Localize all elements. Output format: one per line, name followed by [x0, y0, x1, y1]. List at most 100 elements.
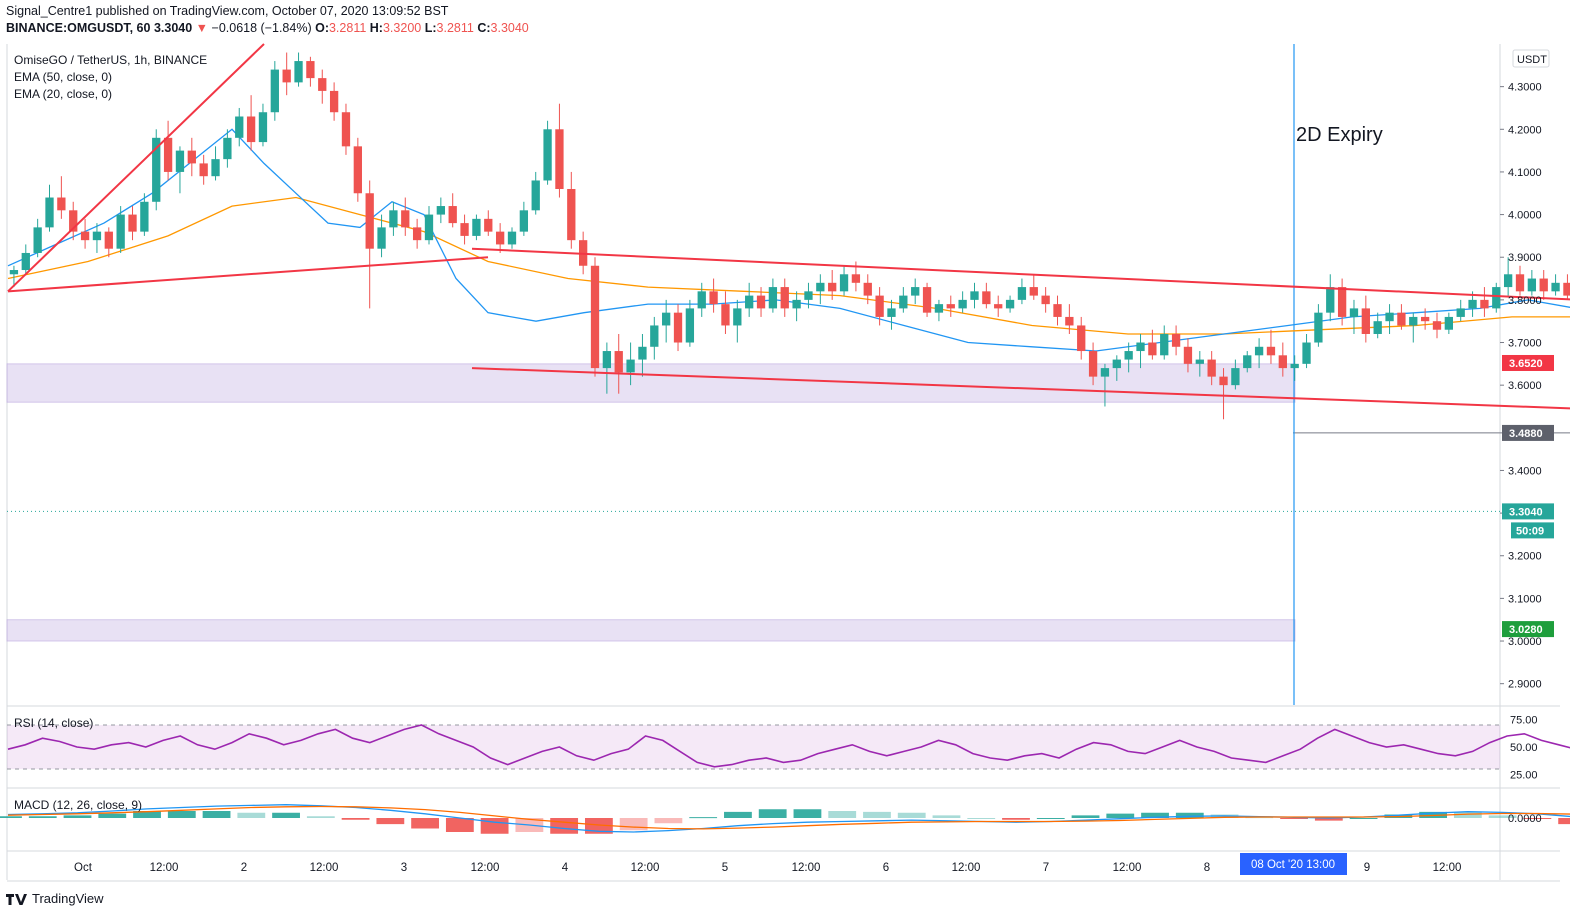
candle-body — [389, 210, 398, 228]
candle — [128, 206, 137, 241]
candle — [1349, 299, 1359, 334]
macd-histogram-bar — [306, 816, 335, 818]
candle — [1278, 342, 1287, 377]
candle-body — [57, 197, 66, 211]
candle-body — [318, 78, 327, 91]
candle — [555, 103, 564, 198]
candle-body — [1266, 346, 1276, 356]
candle-body — [780, 287, 789, 309]
candle-body — [839, 274, 849, 292]
time-tick-label: 12:00 — [471, 862, 500, 874]
macd-histogram-bar — [863, 811, 891, 818]
candle-body — [982, 291, 991, 305]
time-tick-label: 5 — [722, 862, 728, 874]
tradingview-logo-icon — [6, 892, 27, 906]
time-cursor-label: 08 Oct '20 13:00 — [1251, 859, 1335, 871]
support-zone-0 — [6, 363, 1296, 403]
candle — [1551, 274, 1560, 296]
candle — [1171, 325, 1181, 356]
candle-body — [1029, 287, 1038, 296]
candle-body — [626, 359, 635, 373]
candle-body — [543, 129, 552, 181]
candle-body — [1409, 316, 1418, 326]
candle-body — [1361, 308, 1370, 334]
candle — [270, 61, 279, 121]
candle-body — [1231, 368, 1240, 386]
candle-body — [851, 274, 861, 283]
candle — [448, 193, 457, 228]
candle — [424, 206, 434, 245]
candle-body — [1432, 321, 1442, 330]
trendline-2 — [471, 247, 1570, 301]
candle — [638, 333, 647, 377]
candle — [697, 282, 706, 317]
time-tick-label: 12:00 — [150, 862, 179, 874]
candle — [650, 316, 659, 360]
candle-body — [1302, 342, 1311, 364]
macd-histogram-bar — [98, 813, 127, 818]
candle — [246, 95, 256, 151]
trendline-0 — [7, 43, 265, 293]
candle-body — [294, 61, 303, 83]
candle-body — [507, 231, 517, 245]
candle — [1420, 308, 1430, 330]
candle-body — [1385, 312, 1394, 322]
candle-body — [235, 116, 244, 138]
macd-histogram-bar — [689, 817, 718, 819]
candle-body — [958, 299, 967, 309]
candle-body — [152, 137, 161, 202]
candle — [1337, 278, 1347, 326]
candle — [1527, 270, 1537, 296]
currency-box — [1512, 49, 1550, 68]
candle-body — [436, 206, 445, 215]
candle-body — [1065, 316, 1074, 326]
macd-histogram-bar — [63, 815, 92, 818]
candle — [1243, 351, 1252, 373]
candle-body — [163, 137, 173, 172]
price-chart[interactable]: 75.00 50.00 25.00 0.0000 4.3000 4.2000 4.100… — [0, 0, 1570, 885]
macd-histogram-bar — [1141, 812, 1169, 818]
candle — [152, 129, 161, 211]
time-tick-label: 3 — [401, 862, 407, 874]
candle — [756, 287, 766, 317]
candle — [1017, 278, 1027, 305]
candle — [1124, 342, 1133, 373]
candle — [567, 171, 576, 249]
candle — [223, 129, 232, 168]
legend-title: OmiseGO / TetherUS, 1h, BINANCE — [14, 53, 208, 67]
candle-body — [1124, 351, 1133, 360]
candle-body — [1563, 282, 1570, 296]
candle-body — [258, 112, 268, 143]
candle — [590, 257, 600, 377]
candle-body — [1420, 316, 1430, 322]
candle — [1503, 257, 1513, 296]
candle — [389, 201, 398, 236]
macd-histogram-bar — [1175, 812, 1204, 818]
macd-histogram-bar — [897, 812, 926, 818]
candle — [1136, 333, 1145, 369]
candle-body — [922, 287, 932, 313]
candle — [1326, 274, 1335, 322]
candle-body — [69, 210, 78, 232]
candle-body — [685, 308, 695, 343]
macd-histogram-bar — [654, 818, 683, 824]
candle-body — [424, 214, 434, 241]
candle-body — [187, 150, 196, 164]
candle — [970, 282, 979, 309]
candle — [1373, 312, 1382, 339]
close-value: 3.3040 — [490, 21, 529, 35]
candle-body — [365, 193, 374, 249]
candle — [531, 171, 540, 215]
time-tick-label: 12:00 — [1433, 862, 1462, 874]
macd-histogram-bar — [584, 818, 613, 834]
candle — [1302, 333, 1311, 369]
candle-body — [1077, 325, 1086, 352]
candle — [1290, 355, 1299, 381]
candle — [958, 291, 967, 313]
candle — [116, 206, 125, 253]
candle — [211, 146, 220, 181]
candle-body — [1017, 287, 1027, 300]
low-label: L: — [424, 21, 437, 35]
candle — [258, 103, 268, 147]
candle-body — [1148, 342, 1157, 356]
